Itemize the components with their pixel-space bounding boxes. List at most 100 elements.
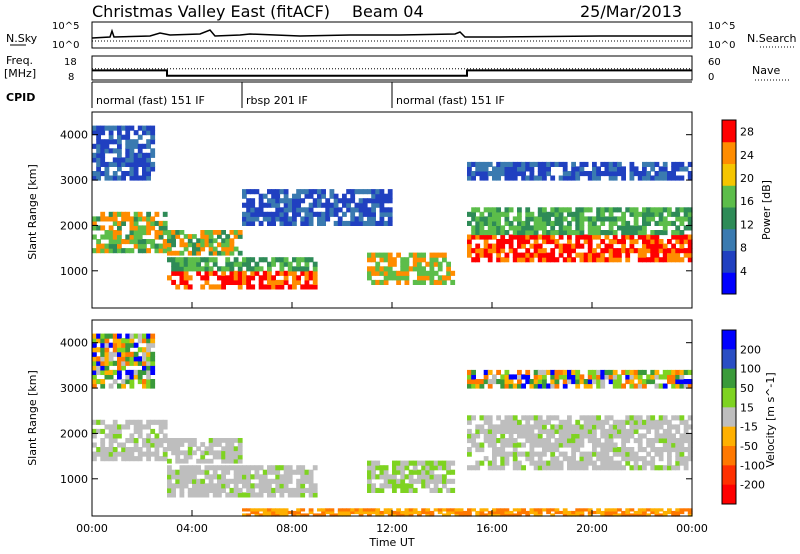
echo-cell [192,266,197,272]
cpid-label: CPID [6,91,35,104]
echo-cell [679,166,685,172]
echo-cell [271,508,276,512]
echo-cell [200,487,206,493]
echo-cell [533,451,539,457]
echo-cell [667,460,672,466]
echo-cell [608,513,614,517]
echo-cell [608,415,614,421]
velocity-colorbar-swatch [722,368,736,389]
echo-cell [546,234,551,240]
echo-cell [475,379,481,385]
power-colorbar-swatch [722,120,736,143]
echo-cell [662,415,668,421]
echo-cell [267,492,272,498]
echo-cell [192,450,197,456]
echo-cell [179,279,185,285]
echo-cell [554,161,560,167]
echo-cell [267,508,272,512]
echo-cell [212,483,218,489]
echo-cell [521,383,526,389]
echo-cell [300,189,306,195]
echo-cell [521,234,526,240]
echo-cell [496,438,501,444]
echo-cell [129,157,135,163]
echo-cell [587,510,593,515]
echo-cell [242,216,247,222]
echo-cell [662,438,668,444]
echo-cell [354,508,360,512]
echo-cell [533,460,539,466]
echo-cell [446,465,451,471]
echo-cell [96,152,101,158]
echo-cell [446,266,451,272]
echo-cell [367,216,372,222]
echo-cell [346,198,351,204]
echo-cell [529,451,535,457]
echo-cell [558,374,564,380]
echo-cell [212,474,218,480]
echo-cell [433,252,439,258]
echo-cell [658,230,664,236]
echo-cell [512,424,518,430]
echo-cell [400,483,406,489]
echo-cell [187,238,193,244]
echo-cell [150,148,156,154]
echo-cell [687,379,693,385]
echo-cell [554,447,560,453]
echo-cell [562,171,568,177]
echo-cell [646,424,651,430]
echo-cell [575,230,581,236]
echo-cell [271,469,276,475]
echo-cell [387,266,393,272]
echo-cell [642,419,647,425]
echo-cell [417,275,422,281]
echo-cell [675,513,681,517]
echo-cell [679,460,685,466]
echo-cell [683,166,689,172]
echo-cell [96,130,101,136]
echo-cell [104,360,110,366]
echo-cell [612,216,618,222]
echo-cell [629,374,635,380]
echo-cell [129,374,135,380]
echo-cell [479,171,485,177]
echo-cell [642,175,647,181]
echo-cell [675,252,681,258]
echo-cell [196,469,201,475]
echo-cell [625,369,631,375]
echo-cell [483,230,489,236]
echo-cell [279,284,285,290]
echo-cell [142,171,147,177]
echo-cell [196,266,201,272]
echo-cell [517,383,522,389]
echo-cell [475,442,481,448]
echo-cell [246,189,251,195]
echo-cell [512,415,518,421]
echo-cell [479,442,485,448]
y-tick-label: 2000 [60,427,88,440]
echo-cell [587,379,593,385]
echo-cell [292,513,297,517]
echo-cell [433,483,439,489]
echo-cell [612,220,618,226]
echo-cell [642,243,647,249]
echo-cell [112,351,118,357]
echo-cell [167,487,172,493]
echo-cell [504,438,510,444]
echo-cell [433,270,439,276]
echo-cell [304,216,310,222]
echo-cell [204,483,210,489]
echo-cell [604,248,610,254]
echo-cell [171,266,176,272]
echo-cell [225,478,231,484]
echo-cell [475,460,481,466]
echo-cell [112,338,118,344]
echo-cell [350,207,356,213]
echo-cell [425,469,431,475]
echo-cell [133,157,139,163]
echo-cell [646,161,651,167]
echo-cell [471,438,476,444]
echo-cell [554,230,560,236]
echo-cell [187,487,193,493]
echo-cell [208,474,214,480]
